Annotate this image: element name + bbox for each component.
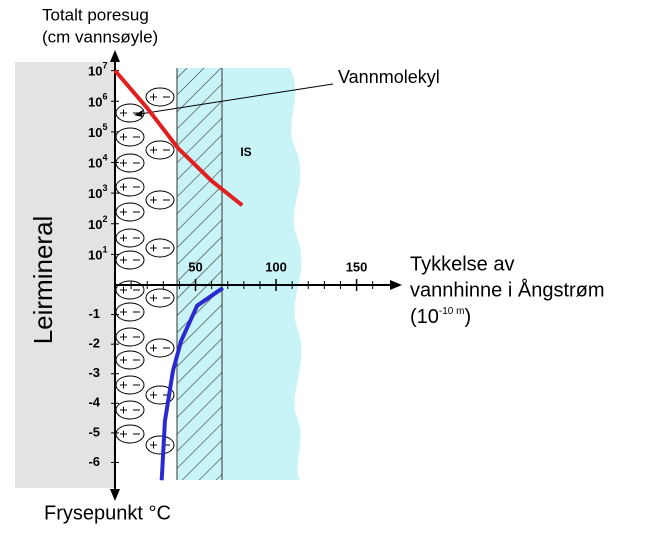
molecule bbox=[145, 435, 175, 455]
y-tick-exp: 6 bbox=[102, 92, 107, 102]
y-tick-label: -2 bbox=[88, 336, 100, 351]
y-tick-exp: 1 bbox=[102, 245, 107, 255]
annotation-line bbox=[139, 83, 334, 115]
molecule-charge bbox=[120, 133, 140, 141]
molecule-charge bbox=[120, 159, 140, 167]
region-label: Leirmineral bbox=[28, 216, 58, 345]
x-title: Tykkelse av bbox=[410, 253, 514, 275]
y-tick-label: 104 bbox=[88, 153, 107, 171]
y-tick-label: 101 bbox=[88, 245, 107, 263]
y-tick-exp: 2 bbox=[102, 214, 107, 224]
molecule-charge bbox=[120, 234, 140, 242]
y-bottom-title: Frysepunkt °C bbox=[44, 502, 171, 524]
y-tick-exp: 3 bbox=[102, 184, 107, 194]
y-tick-base: 10 bbox=[88, 64, 102, 79]
y-tick-label: 106 bbox=[88, 92, 107, 110]
suction-curve bbox=[113, 69, 244, 207]
x-tick-label: 100 bbox=[265, 259, 287, 274]
ice-hatch bbox=[177, 68, 222, 480]
molecule-charge bbox=[150, 93, 170, 101]
molecule-charge bbox=[120, 381, 140, 389]
molecule-charge bbox=[150, 196, 170, 204]
molecule-charge bbox=[120, 356, 140, 364]
molecule bbox=[145, 338, 175, 358]
y-tick-base: 10 bbox=[88, 156, 102, 171]
molecule bbox=[145, 87, 175, 107]
molecule-charge bbox=[150, 294, 170, 302]
y-tick-label: -6 bbox=[88, 454, 100, 469]
molecule-charge bbox=[150, 244, 170, 252]
y-tick-label: -4 bbox=[88, 395, 100, 410]
molecule-charge bbox=[120, 430, 140, 438]
ice-label: IS bbox=[240, 145, 251, 159]
molecule bbox=[145, 288, 175, 308]
y-tick-label: -3 bbox=[88, 365, 100, 380]
y-tick-base: 10 bbox=[88, 187, 102, 202]
x-unit-exp: -10 m bbox=[439, 306, 465, 317]
molecule-charge bbox=[120, 256, 140, 264]
y-tick-base: 10 bbox=[88, 95, 102, 110]
x-tick-label: 150 bbox=[346, 259, 368, 274]
molecule bbox=[145, 140, 175, 160]
molecule-charge bbox=[120, 406, 140, 414]
x-tick-label: 50 bbox=[188, 259, 202, 274]
y-tick-exp: 7 bbox=[102, 61, 107, 71]
molecule bbox=[145, 238, 175, 258]
y-tick-exp: 5 bbox=[102, 122, 107, 132]
molecule-charge bbox=[120, 208, 140, 216]
annotation-arrow bbox=[134, 110, 143, 117]
x-title: vannhinne i Ångstrøm bbox=[410, 278, 605, 301]
y-tick-label: 107 bbox=[88, 61, 107, 79]
freezing-curve bbox=[159, 286, 225, 481]
y-title: Totalt poresug bbox=[42, 5, 149, 24]
y-tick-base: 10 bbox=[88, 217, 102, 232]
y-title: (cm vannsøyle) bbox=[42, 27, 158, 46]
molecule-charge bbox=[120, 286, 140, 294]
molecule bbox=[145, 190, 175, 210]
y-tick-label: 105 bbox=[88, 122, 107, 140]
x-unit-close: ) bbox=[464, 306, 471, 328]
molecule-charge bbox=[150, 344, 170, 352]
y-tick-label: 102 bbox=[88, 214, 107, 232]
x-unit-base: (10 bbox=[410, 306, 439, 328]
molecule-charge bbox=[120, 308, 140, 316]
y-tick-exp: 4 bbox=[102, 153, 107, 163]
molecules bbox=[115, 87, 175, 455]
y-tick-label: -5 bbox=[88, 424, 100, 439]
molecule-charge bbox=[120, 333, 140, 341]
y-tick-base: 10 bbox=[88, 125, 102, 140]
molecule-charge bbox=[150, 146, 170, 154]
y-tick-label: 103 bbox=[88, 184, 107, 202]
molecule-charge bbox=[120, 183, 140, 191]
axis-arrow bbox=[390, 280, 402, 290]
clay-region bbox=[15, 62, 115, 488]
y-tick-label: -1 bbox=[88, 306, 100, 321]
y-tick-base: 10 bbox=[88, 248, 102, 263]
x-unit: (10-10 m) bbox=[410, 306, 471, 329]
annotation: Vannmolekyl bbox=[338, 67, 440, 87]
